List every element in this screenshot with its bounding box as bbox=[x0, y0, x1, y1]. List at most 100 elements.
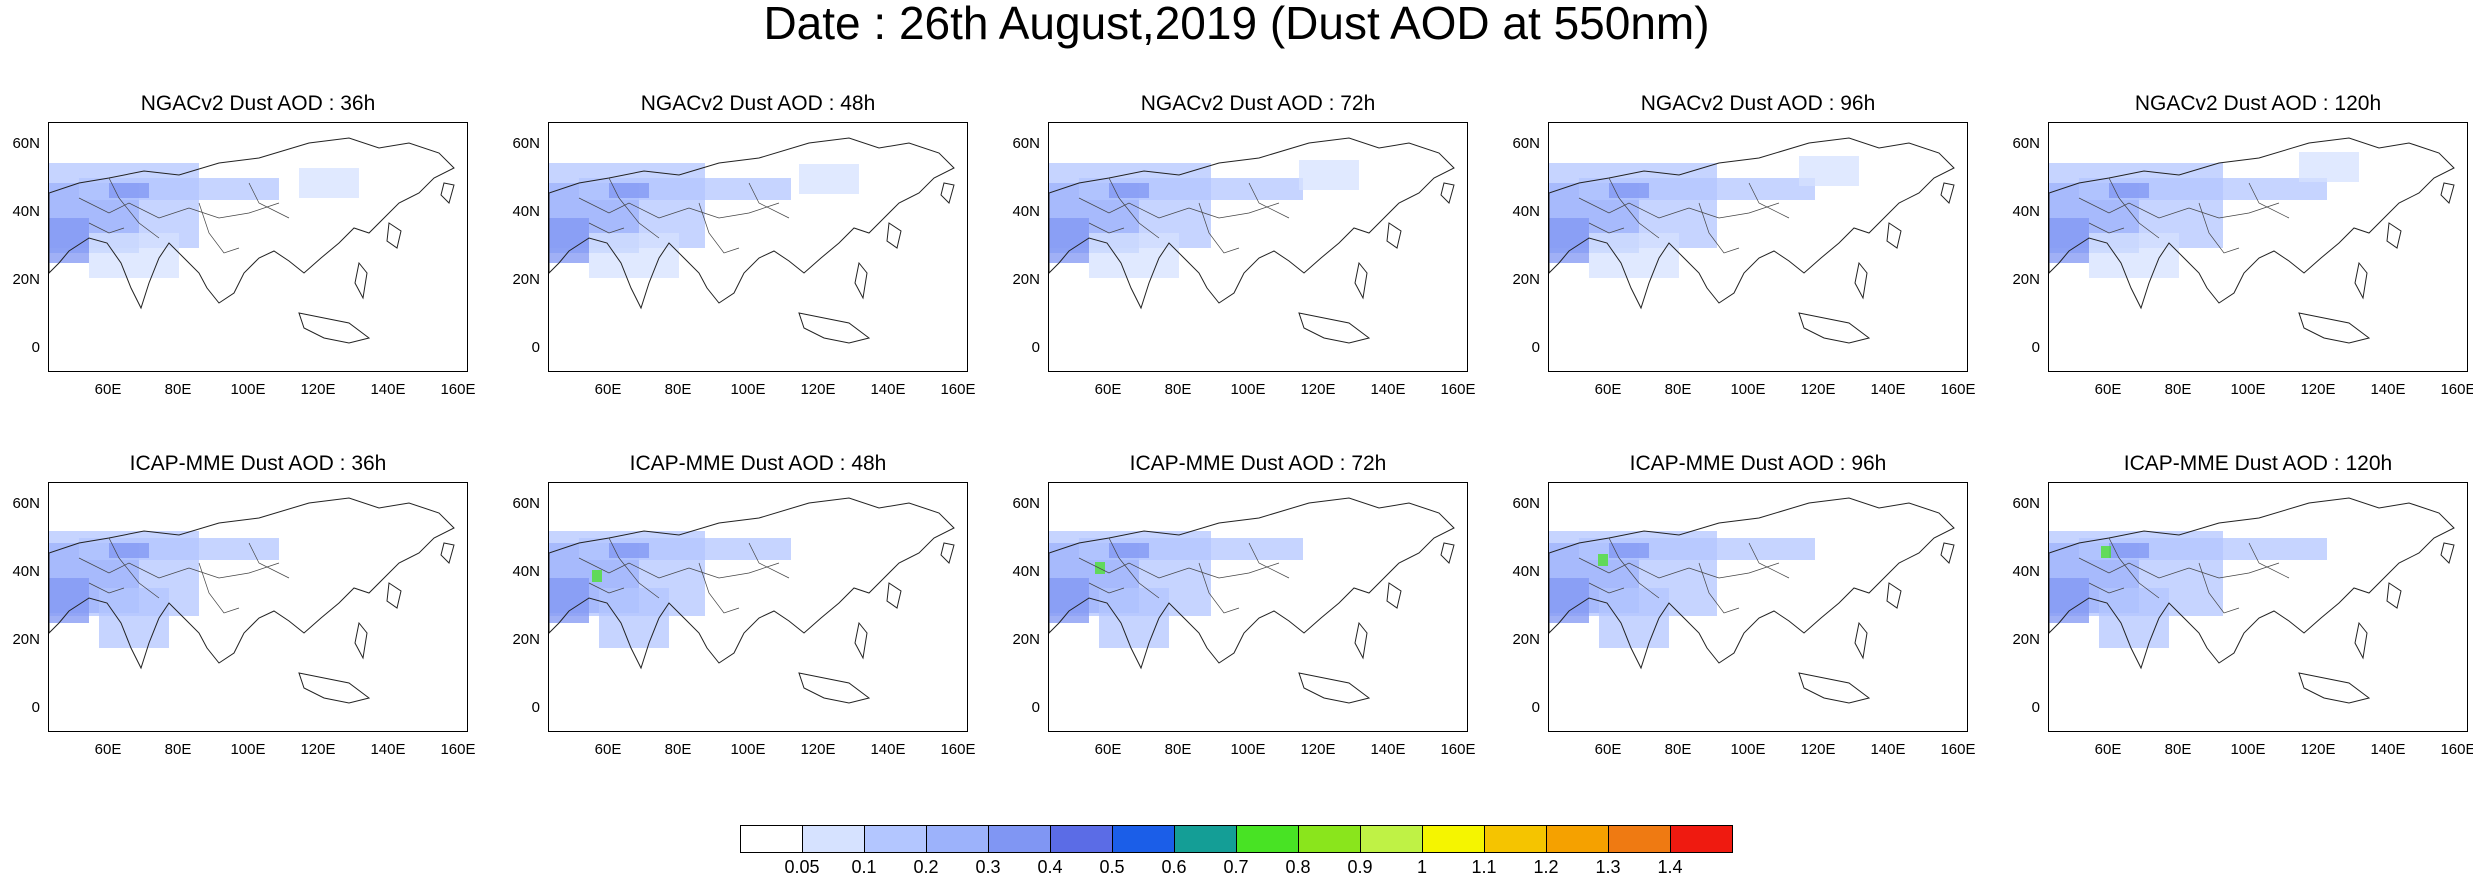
country-border bbox=[1578, 557, 1780, 579]
coastline bbox=[298, 312, 371, 344]
colorbar-swatch bbox=[1608, 825, 1671, 853]
country-border bbox=[1608, 537, 1660, 599]
dust-plume bbox=[2101, 546, 2111, 558]
aod-map bbox=[2049, 497, 2455, 704]
coastline bbox=[2049, 497, 2455, 670]
lon-tick-label: 100E bbox=[2230, 381, 2266, 398]
country-border bbox=[1588, 222, 1625, 234]
dust-plume bbox=[2099, 588, 2169, 648]
coastline bbox=[1298, 672, 1371, 704]
lon-tick-label: 100E bbox=[730, 741, 766, 758]
dust-plume bbox=[1589, 233, 1679, 278]
lat-tick-label: 40N bbox=[12, 563, 40, 580]
country-border bbox=[1698, 562, 1740, 614]
country-border bbox=[2108, 177, 2160, 239]
lat-tick-label: 60N bbox=[1012, 495, 1040, 512]
panel-title: NGACv2 Dust AOD : 96h bbox=[1640, 92, 1876, 115]
coastline bbox=[1854, 621, 1868, 660]
country-border bbox=[1608, 177, 1660, 239]
coastline bbox=[49, 497, 455, 670]
colorbar-swatch bbox=[1670, 825, 1733, 853]
map-area bbox=[1048, 482, 1468, 732]
coastline bbox=[2354, 621, 2368, 660]
dust-plume bbox=[549, 578, 589, 623]
lon-tick-label: 140E bbox=[370, 381, 406, 398]
panel-title: ICAP-MME Dust AOD : 120h bbox=[2123, 452, 2393, 475]
coastline bbox=[386, 582, 402, 609]
colorbar-label: 1.2 bbox=[1533, 857, 1559, 877]
lon-tick-label: 120E bbox=[300, 381, 336, 398]
lat-tick-label: 20N bbox=[1012, 271, 1040, 288]
lon-tick-label: 60E bbox=[94, 741, 122, 758]
dust-plume bbox=[1095, 562, 1105, 574]
colorbar-swatch bbox=[1298, 825, 1361, 853]
colorbar-swatch bbox=[864, 825, 927, 853]
lon-tick-label: 160E bbox=[440, 741, 476, 758]
lat-tick-label: 0 bbox=[31, 339, 40, 356]
dust-plume bbox=[1109, 543, 1149, 558]
colorbar-label: 0.7 bbox=[1223, 857, 1249, 877]
dust-plume bbox=[1089, 233, 1179, 278]
coastline bbox=[940, 182, 955, 204]
colorbar: 0.05 0.1 0.2 0.3 0.4 0.5 0.6 0.7 0.8 0.9 1 1.1 1.2 1.… bbox=[740, 825, 1733, 877]
panel-title: ICAP-MME Dust AOD : 96h bbox=[1629, 452, 1887, 475]
colorbar-label: 0.2 bbox=[913, 857, 939, 877]
lon-tick-label: 160E bbox=[1440, 741, 1476, 758]
coastline bbox=[549, 497, 955, 670]
lon-tick-label: 140E bbox=[1870, 381, 1906, 398]
aod-map bbox=[549, 497, 955, 704]
coastline bbox=[798, 672, 871, 704]
lon-tick-label: 140E bbox=[2370, 741, 2406, 758]
lat-tick-label: 0 bbox=[1531, 339, 1540, 356]
coastline bbox=[549, 137, 955, 310]
country-border bbox=[1078, 557, 1280, 579]
aod-map bbox=[1549, 137, 1955, 344]
colorbar-swatch bbox=[1422, 825, 1485, 853]
lon-tick-label: 100E bbox=[1230, 741, 1266, 758]
lat-tick-label: 60N bbox=[512, 135, 540, 152]
coastline bbox=[354, 621, 368, 660]
coastline bbox=[2386, 582, 2402, 609]
figure-title: Date : 26th August,2019 (Dust AOD at 550… bbox=[763, 0, 1710, 49]
lon-tick-label: 80E bbox=[1164, 741, 1192, 758]
coastline bbox=[2298, 672, 2371, 704]
lat-tick-label: 0 bbox=[531, 699, 540, 716]
coastline bbox=[2049, 137, 2455, 310]
country-border bbox=[78, 197, 280, 219]
map-panel: ICAP-MME Dust AOD : 96h bbox=[1548, 452, 1968, 732]
lon-tick-label: 140E bbox=[1370, 381, 1406, 398]
colorbar-swatch bbox=[1174, 825, 1237, 853]
lat-tick-label: 60N bbox=[12, 135, 40, 152]
country-border bbox=[578, 557, 780, 579]
country-border bbox=[2088, 582, 2125, 594]
lon-tick-label: 160E bbox=[440, 381, 476, 398]
dust-plume bbox=[609, 543, 649, 558]
lon-tick-label: 80E bbox=[2164, 381, 2192, 398]
country-border bbox=[1748, 542, 1790, 579]
dust-plume bbox=[1049, 578, 1089, 623]
coastline bbox=[386, 222, 402, 249]
lon-tick-label: 120E bbox=[1300, 741, 1336, 758]
dust-plume bbox=[49, 578, 89, 623]
country-border bbox=[698, 202, 740, 254]
lat-tick-label: 0 bbox=[531, 339, 540, 356]
lat-tick-label: 20N bbox=[1512, 271, 1540, 288]
aod-map bbox=[1549, 497, 1955, 704]
lat-tick-label: 40N bbox=[2012, 563, 2040, 580]
coastline bbox=[49, 137, 455, 310]
lon-tick-label: 140E bbox=[870, 741, 906, 758]
aod-map bbox=[2049, 137, 2455, 344]
coastline bbox=[1049, 137, 1455, 310]
lat-tick-label: 40N bbox=[2012, 203, 2040, 220]
aod-map bbox=[49, 497, 455, 704]
coastline bbox=[940, 542, 955, 564]
country-border bbox=[1078, 197, 1280, 219]
country-border bbox=[1088, 582, 1125, 594]
lat-tick-label: 20N bbox=[1512, 631, 1540, 648]
map-panel: NGACv2 Dust AOD : 36h bbox=[48, 92, 468, 372]
lat-tick-label: 20N bbox=[512, 631, 540, 648]
lon-tick-label: 120E bbox=[2300, 381, 2336, 398]
map-panel: NGACv2 Dust AOD : 96h bbox=[1548, 92, 1968, 372]
map-area bbox=[548, 482, 968, 732]
lat-tick-label: 20N bbox=[12, 271, 40, 288]
